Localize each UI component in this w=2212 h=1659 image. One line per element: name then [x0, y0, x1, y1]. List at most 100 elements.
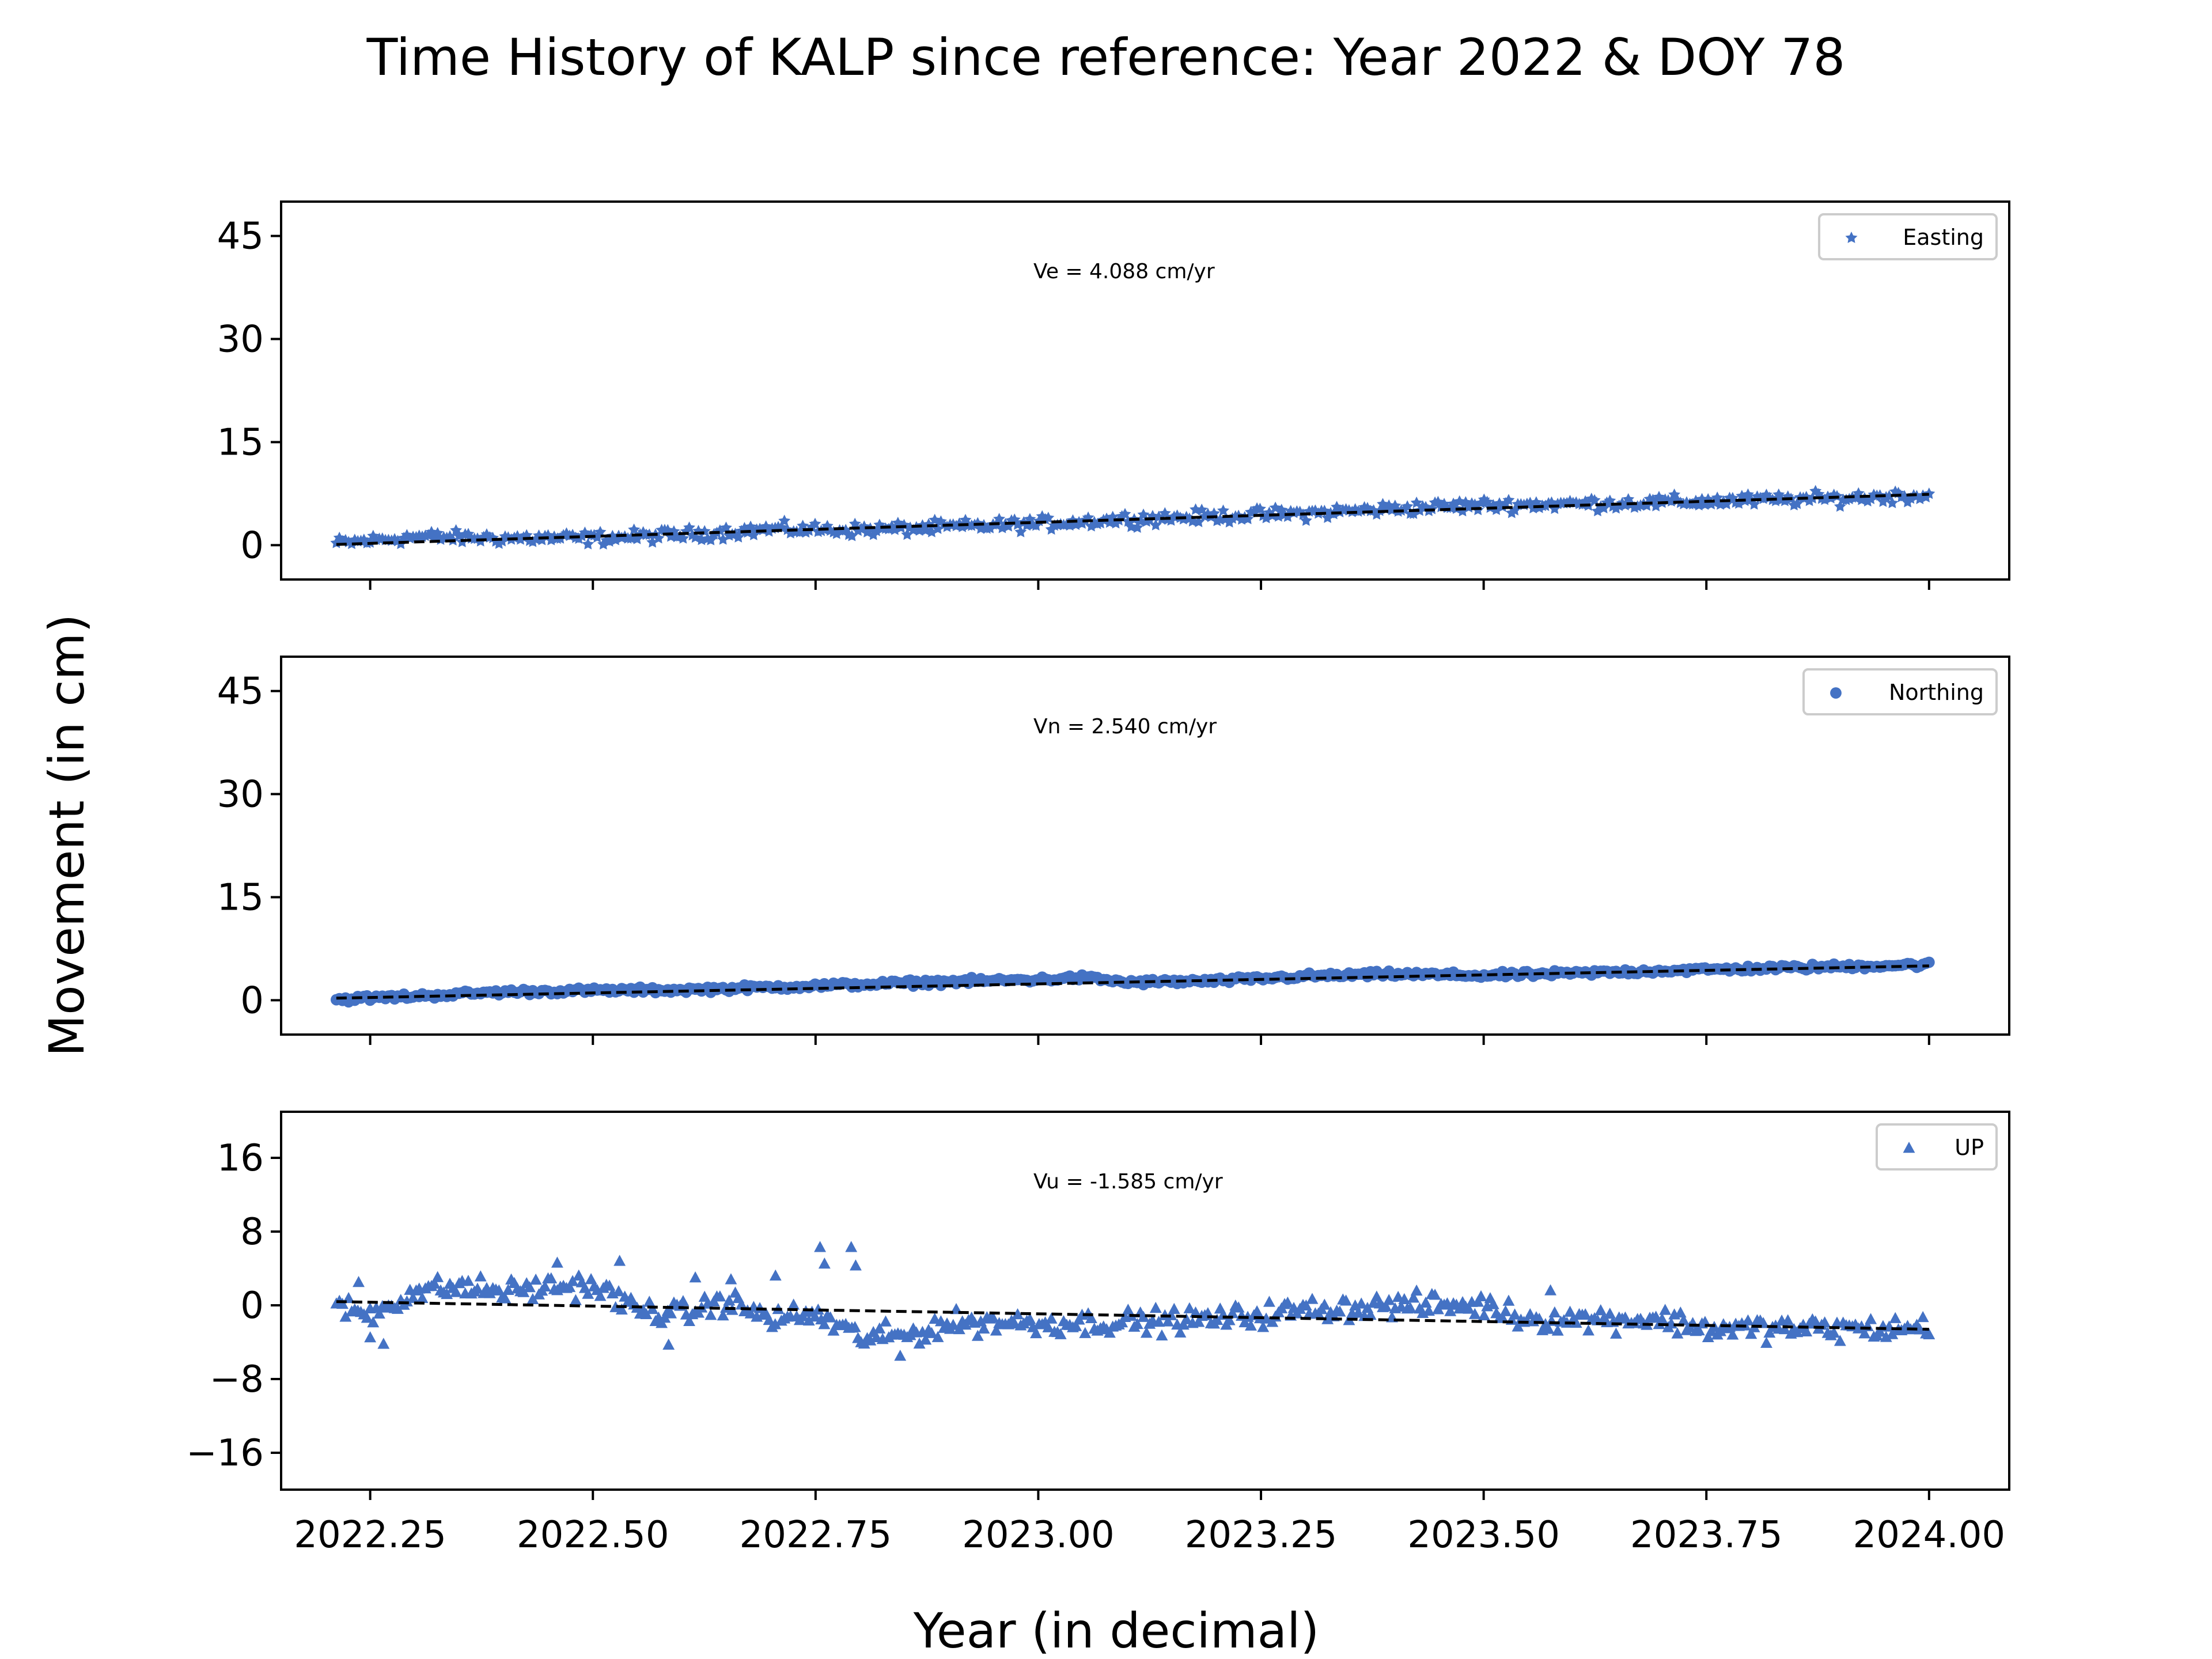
rate-annotation: Ve = 4.088 cm/yr: [1033, 260, 1215, 283]
data-point: [913, 1337, 926, 1349]
data-point: [978, 1322, 990, 1334]
data-point: [809, 1310, 821, 1322]
data-point: [551, 1256, 563, 1268]
data-point: [1306, 1293, 1319, 1304]
data-point: [925, 525, 938, 537]
series-up-points: [330, 1241, 1936, 1361]
data-point: [613, 1255, 626, 1266]
data-point: [1300, 514, 1312, 526]
x-tick-label: 2022.25: [294, 1514, 446, 1556]
data-point: [1496, 1311, 1509, 1323]
data-point: [1131, 521, 1143, 533]
y-tick-label: 16: [217, 1137, 264, 1180]
data-point: [407, 1291, 419, 1303]
data-point: [1733, 497, 1745, 509]
data-point: [1499, 1305, 1512, 1316]
data-point: [612, 1285, 625, 1297]
x-tick-label: 2023.00: [962, 1514, 1115, 1556]
data-point: [1300, 1299, 1312, 1311]
data-point: [1263, 1296, 1275, 1307]
data-point: [1453, 495, 1466, 507]
data-point: [704, 1309, 717, 1320]
data-point: [462, 1275, 475, 1286]
data-point: [1671, 1327, 1684, 1339]
data-point: [353, 1276, 365, 1287]
data-point: [1886, 1328, 1899, 1339]
data-point: [527, 1293, 539, 1305]
data-point: [1551, 1324, 1564, 1336]
data-point: [931, 522, 944, 534]
data-point: [1702, 1331, 1714, 1342]
y-tick-label: 15: [217, 876, 264, 919]
data-point: [628, 523, 641, 535]
panel-up: −16 −8 0 8 16 2022.25 2022.50 2022.75 2023.00 202…: [186, 1111, 2010, 1556]
data-point: [391, 1302, 404, 1314]
data-point: [1828, 1326, 1840, 1338]
data-point: [1217, 504, 1229, 516]
data-point: [1407, 507, 1420, 519]
axes-frame: [280, 656, 2010, 1036]
data-point: [1162, 1315, 1175, 1327]
legend-label: Easting: [1903, 225, 1984, 250]
x-tick-label: 2023.25: [1185, 1514, 1338, 1556]
data-point: [1002, 520, 1015, 532]
data-point: [1582, 1324, 1594, 1336]
data-point: [1422, 1304, 1435, 1316]
y-axis-label: Movement (in cm): [39, 614, 95, 1056]
y-tick-label: −16: [186, 1432, 264, 1475]
legend-box: [1802, 668, 1998, 715]
data-point: [1604, 1307, 1616, 1319]
data-point: [1806, 492, 1819, 504]
data-point: [849, 1259, 862, 1271]
data-point: [993, 513, 1006, 525]
data-point: [1819, 1316, 1831, 1328]
data-point: [652, 532, 665, 544]
data-point: [894, 1350, 907, 1361]
data-point: [1564, 1305, 1576, 1317]
y-tick-label: −8: [210, 1358, 264, 1401]
data-point: [689, 1271, 702, 1283]
data-point: [802, 1314, 815, 1326]
data-point: [364, 1331, 377, 1343]
data-point: [1760, 1336, 1772, 1348]
data-point: [658, 1312, 671, 1323]
data-point: [800, 526, 812, 538]
data-point: [1641, 499, 1653, 511]
data-point: [880, 1315, 892, 1327]
legend-box: [1818, 213, 1998, 260]
data-point: [1054, 1328, 1067, 1339]
data-point: [1183, 1302, 1196, 1313]
legend-label: UP: [1955, 1135, 1984, 1160]
data-point: [1149, 518, 1162, 531]
data-point: [1223, 1314, 1236, 1325]
data-point: [646, 536, 659, 548]
data-point: [640, 1308, 653, 1319]
data-point: [1914, 1323, 1926, 1335]
data-point: [377, 1338, 390, 1349]
data-point: [474, 1270, 487, 1282]
data-point: [714, 1290, 726, 1302]
data-point: [1834, 1335, 1846, 1346]
data-point: [812, 1303, 824, 1315]
data-point: [931, 1331, 944, 1342]
data-point: [1916, 1310, 1929, 1323]
data-point: [990, 1324, 1002, 1336]
data-point: [1874, 1325, 1887, 1337]
axes-frame: [280, 1111, 2010, 1491]
data-point: [1137, 1310, 1150, 1322]
data-point: [1103, 1327, 1116, 1338]
data-point: [1380, 1300, 1392, 1312]
data-point: [717, 533, 729, 545]
data-point: [849, 1321, 861, 1332]
data-point: [502, 1283, 514, 1296]
data-point: [1404, 1302, 1416, 1313]
x-axis-label: Year (in decimal): [913, 1603, 1320, 1659]
data-point: [824, 1311, 837, 1323]
panel-northing: 0 15 30 45 Vn = 2.540 cm/yr Northing: [217, 656, 2010, 1045]
data-point: [1192, 516, 1205, 528]
data-point: [1468, 1308, 1481, 1319]
data-point: [818, 1257, 831, 1269]
data-point: [529, 1273, 542, 1285]
data-point: [1444, 1305, 1457, 1316]
